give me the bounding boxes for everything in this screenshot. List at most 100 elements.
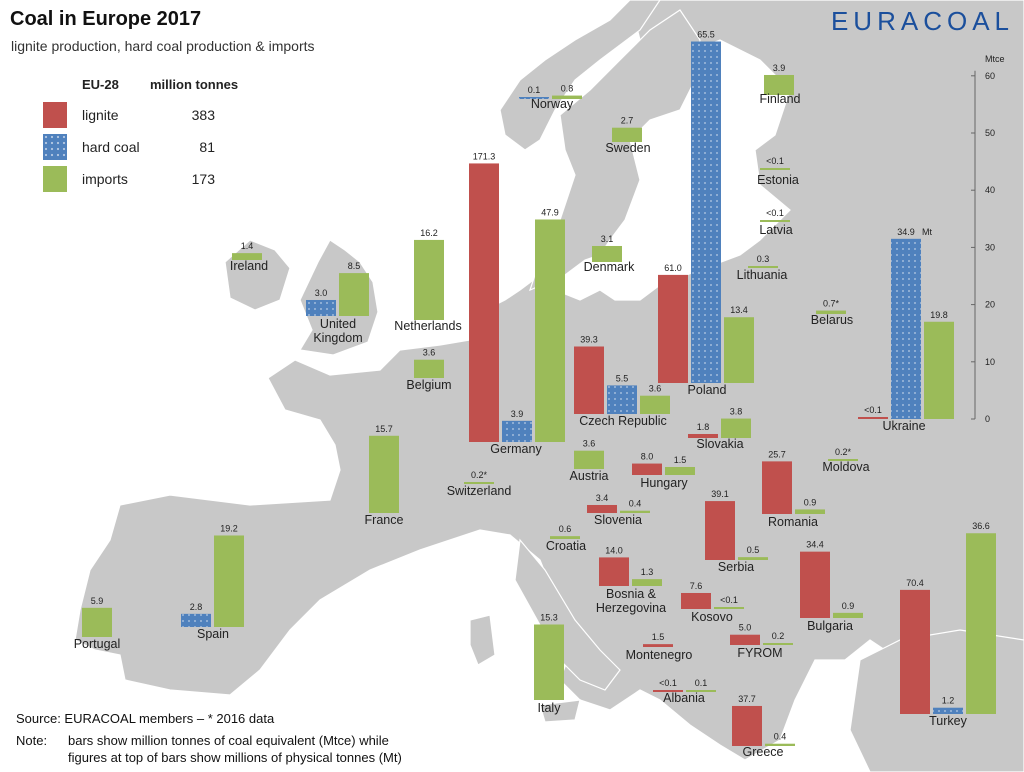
country-denmark: 3.1 Denmark xyxy=(584,234,635,274)
bar-label-netherlands-imports: 16.2 xyxy=(420,228,438,238)
bar-label-sweden-imports: 2.7 xyxy=(621,116,634,126)
bar-label-ireland-imports: 1.4 xyxy=(241,241,254,251)
bar-label-united-kingdom-hard-coal: 3.0 xyxy=(315,288,328,298)
bar-label-latvia-imports: <0.1 xyxy=(766,208,784,218)
chart-title: Coal in Europe 2017 xyxy=(10,8,202,30)
bar-fyrom-lignite xyxy=(730,634,760,645)
bar-ukraine-hard-coal xyxy=(891,238,921,419)
bar-slovakia-lignite xyxy=(688,433,718,438)
country-greece: 37.7 0.4 Greece xyxy=(732,694,795,759)
bar-label-denmark-imports: 3.1 xyxy=(601,234,614,244)
bar-label-poland-hard-coal: 65.5 xyxy=(697,30,715,40)
bar-italy-imports xyxy=(534,624,564,700)
bar-label-switzerland-imports: 0.2* xyxy=(471,470,488,480)
bar-czech-republic-hard-coal xyxy=(607,385,637,414)
legend-swatch-lignite xyxy=(43,102,67,128)
country-label-united-kingdom-line-1: United xyxy=(320,317,356,331)
country-label-bosnia-and-herzegovina-line-1: Bosnia & xyxy=(606,587,657,601)
country-label-netherlands: Netherlands xyxy=(394,319,461,333)
bar-albania-imports xyxy=(686,690,716,692)
bar-label-czech-republic-imports: 3.6 xyxy=(649,384,662,394)
bar-label-united-kingdom-imports: 8.5 xyxy=(348,261,361,271)
legend-value-hard-coal: 81 xyxy=(199,139,215,155)
bar-label-bulgaria-imports: 0.9 xyxy=(842,601,855,611)
bar-label-kosovo-imports: <0.1 xyxy=(720,595,738,605)
bar-poland-imports xyxy=(724,317,754,383)
country-label-bosnia-and-herzegovina-line-2: Herzegovina xyxy=(596,601,666,615)
bar-netherlands-imports xyxy=(414,239,444,320)
bar-label-norway-hard-coal: 0.1 xyxy=(528,85,541,95)
country-label-sweden: Sweden xyxy=(605,141,650,155)
country-bosnia-and-herzegovina: 14.0 1.3 Bosnia &Herzegovina xyxy=(596,545,666,615)
bar-label-norway-imports: 0.8 xyxy=(561,84,574,94)
bar-label-albania-imports: 0.1 xyxy=(695,678,708,688)
bar-turkey-lignite xyxy=(900,589,930,714)
country-kosovo: 7.6 <0.1 Kosovo xyxy=(681,581,744,624)
bar-ukraine-imports xyxy=(924,321,954,419)
bar-turkey-imports xyxy=(966,533,996,714)
country-label-france: France xyxy=(365,513,404,527)
bar-label-turkey-lignite: 70.4 xyxy=(906,578,924,588)
bar-label-slovakia-lignite: 1.8 xyxy=(697,422,710,432)
bar-label-belgium-imports: 3.6 xyxy=(423,348,436,358)
bar-label-romania-lignite: 25.7 xyxy=(768,449,786,459)
bar-albania-lignite xyxy=(653,690,683,692)
bar-estonia-imports xyxy=(760,168,790,170)
country-albania: <0.1 0.1 Albania xyxy=(653,678,716,705)
sicily-shape xyxy=(539,699,581,723)
bar-label-romania-imports: 0.9 xyxy=(804,497,817,507)
country-hungary: 8.0 1.5 Hungary xyxy=(632,452,695,490)
bar-label-germany-hard-coal: 3.9 xyxy=(511,409,524,419)
bar-label-greece-imports: 0.4 xyxy=(774,732,787,742)
bar-label-montenegro-lignite: 1.5 xyxy=(652,632,665,642)
turkey-shape xyxy=(849,629,1024,772)
note-line-2: figures at top of bars show millions of … xyxy=(68,750,402,765)
country-belgium: 3.6 Belgium xyxy=(406,348,451,392)
country-label-fyrom: FYROM xyxy=(737,646,782,660)
bar-bosnia-and-herzegovina-imports xyxy=(632,579,662,586)
bar-moldova-imports xyxy=(828,459,858,461)
legend-label-lignite: lignite xyxy=(82,107,119,123)
country-montenegro: 1.5 Montenegro xyxy=(626,632,693,662)
bar-slovenia-lignite xyxy=(587,504,617,513)
axis-tick-label-0: 0 xyxy=(985,414,990,424)
bar-label-slovakia-imports: 3.8 xyxy=(730,407,743,417)
brand-logo: EURACOAL xyxy=(830,6,1014,36)
country-label-ukraine: Ukraine xyxy=(882,419,925,433)
country-label-denmark: Denmark xyxy=(584,260,635,274)
bar-switzerland-imports xyxy=(464,482,494,484)
country-spain: 2.8 19.2 Spain xyxy=(181,523,244,641)
country-ireland: 1.4 Ireland xyxy=(230,241,268,273)
axis-tick-label-50: 50 xyxy=(985,128,995,138)
axis-tick-label-40: 40 xyxy=(985,185,995,195)
legend-value-imports: 173 xyxy=(191,171,215,187)
bar-label-moldova-imports: 0.2* xyxy=(835,447,852,457)
bar-kosovo-imports xyxy=(714,607,744,609)
bar-ireland-imports xyxy=(232,253,262,260)
bar-kosovo-lignite xyxy=(681,592,711,609)
bar-label-serbia-lignite: 39.1 xyxy=(711,489,729,499)
bar-label-turkey-imports: 36.6 xyxy=(972,521,990,531)
country-label-ireland: Ireland xyxy=(230,259,268,273)
bar-label-ukraine-lignite: <0.1 xyxy=(864,405,882,415)
bar-label-italy-imports: 15.3 xyxy=(540,612,558,622)
bar-croatia-imports xyxy=(550,536,580,539)
bar-label-austria-imports: 3.6 xyxy=(583,439,596,449)
country-germany: 171.3 3.9 47.9 Germany xyxy=(469,151,565,456)
bar-label-bosnia-and-herzegovina-lignite: 14.0 xyxy=(605,545,623,555)
bar-label-czech-republic-hard-coal: 5.5 xyxy=(616,373,629,383)
bar-label-fyrom-imports: 0.2 xyxy=(772,631,785,641)
bar-czech-republic-imports xyxy=(640,395,670,414)
sardinia-shape xyxy=(469,614,496,666)
bar-label-turkey-hard-coal: 1.2 xyxy=(942,696,955,706)
bar-germany-hard-coal xyxy=(502,420,532,442)
country-label-austria: Austria xyxy=(570,469,609,483)
country-fyrom: 5.0 0.2 FYROM xyxy=(730,623,793,660)
country-switzerland: 0.2* Switzerland xyxy=(447,470,512,498)
country-label-belgium: Belgium xyxy=(406,378,451,392)
bar-hungary-lignite xyxy=(632,463,662,475)
legend-label-imports: imports xyxy=(82,171,128,187)
bar-norway-imports xyxy=(552,95,582,99)
country-label-lithuania: Lithuania xyxy=(737,268,788,282)
